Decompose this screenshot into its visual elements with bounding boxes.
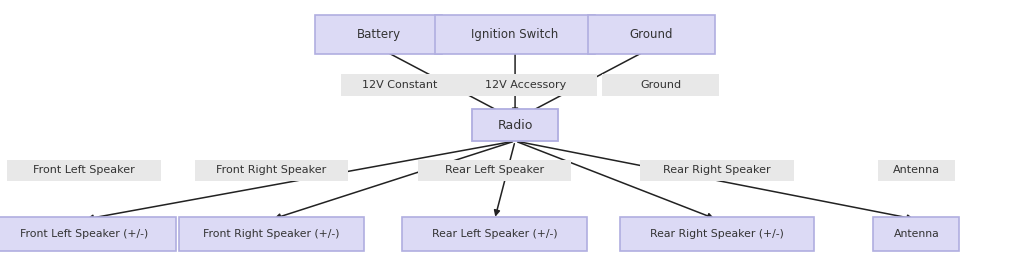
Text: Front Left Speaker (+/-): Front Left Speaker (+/-) xyxy=(19,229,148,239)
Text: Ground: Ground xyxy=(630,28,673,41)
FancyBboxPatch shape xyxy=(873,217,959,251)
FancyBboxPatch shape xyxy=(195,160,348,181)
Text: Front Right Speaker: Front Right Speaker xyxy=(216,165,327,175)
Text: Rear Right Speaker (+/-): Rear Right Speaker (+/-) xyxy=(650,229,783,239)
Text: Ignition Switch: Ignition Switch xyxy=(471,28,559,41)
Text: Antenna: Antenna xyxy=(894,229,939,239)
Text: Front Left Speaker: Front Left Speaker xyxy=(33,165,135,175)
FancyBboxPatch shape xyxy=(454,74,597,96)
FancyBboxPatch shape xyxy=(179,217,364,251)
FancyBboxPatch shape xyxy=(7,160,161,181)
Text: Battery: Battery xyxy=(356,28,401,41)
Text: 12V Constant: 12V Constant xyxy=(361,80,437,90)
FancyBboxPatch shape xyxy=(341,74,458,96)
FancyBboxPatch shape xyxy=(620,217,814,251)
Text: Antenna: Antenna xyxy=(893,165,940,175)
Text: Front Right Speaker (+/-): Front Right Speaker (+/-) xyxy=(203,229,340,239)
FancyBboxPatch shape xyxy=(0,217,176,251)
FancyBboxPatch shape xyxy=(878,160,955,181)
FancyBboxPatch shape xyxy=(402,217,587,251)
Text: Radio: Radio xyxy=(498,119,532,131)
Text: Rear Left Speaker (+/-): Rear Left Speaker (+/-) xyxy=(432,229,557,239)
FancyBboxPatch shape xyxy=(640,160,794,181)
FancyBboxPatch shape xyxy=(315,15,442,54)
Text: 12V Accessory: 12V Accessory xyxy=(484,80,566,90)
Text: Ground: Ground xyxy=(640,80,681,90)
FancyBboxPatch shape xyxy=(588,15,715,54)
FancyBboxPatch shape xyxy=(418,160,571,181)
FancyBboxPatch shape xyxy=(472,109,558,141)
FancyBboxPatch shape xyxy=(435,15,595,54)
Text: Rear Right Speaker: Rear Right Speaker xyxy=(663,165,771,175)
Text: Rear Left Speaker: Rear Left Speaker xyxy=(445,165,544,175)
FancyBboxPatch shape xyxy=(602,74,719,96)
